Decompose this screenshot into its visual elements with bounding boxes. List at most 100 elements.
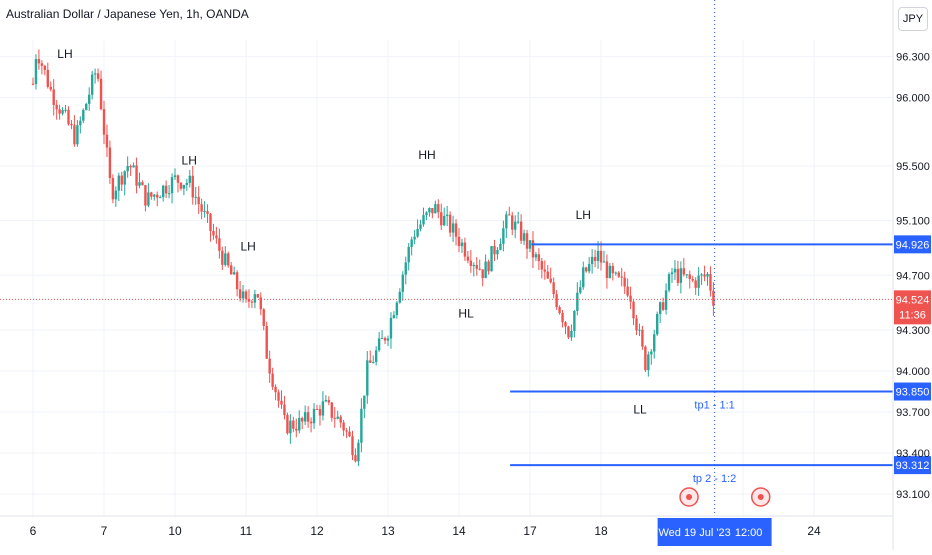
candle-body <box>268 358 271 374</box>
candle-body <box>253 294 257 303</box>
candle-body <box>531 240 535 258</box>
candle-body <box>703 274 706 277</box>
candle-body <box>466 256 470 261</box>
candle-body <box>629 295 632 302</box>
y-tick-label: 93.100 <box>896 489 930 501</box>
candle-body <box>502 228 505 244</box>
candle-body <box>700 274 703 276</box>
candle-body <box>620 276 623 278</box>
candle-body <box>230 265 233 275</box>
x-tick-label: 6 <box>30 524 37 538</box>
y-tick-label: 95.100 <box>896 216 930 228</box>
candle-body <box>34 59 38 84</box>
candle-body <box>93 73 97 75</box>
candle-body <box>709 273 712 291</box>
level-price-tag <box>894 382 931 401</box>
candle-body <box>309 421 313 424</box>
candle-body <box>99 78 103 110</box>
candle-body <box>120 175 123 185</box>
candle-body <box>150 192 153 197</box>
candle-body <box>395 302 399 316</box>
candle-body <box>144 185 147 206</box>
candle-body <box>650 351 653 355</box>
candle-body <box>286 414 289 434</box>
pattern-label: LH <box>57 47 72 61</box>
x-tick-label: 12 <box>310 524 324 538</box>
candle-body <box>638 329 641 331</box>
candle-body <box>188 175 191 183</box>
x-tick-label: 18 <box>594 524 608 538</box>
candle-body <box>522 233 526 241</box>
candle-body <box>301 417 304 422</box>
candle-body <box>419 224 422 229</box>
candle-body <box>585 267 588 272</box>
candle-body <box>443 215 446 226</box>
candle-body <box>164 185 168 194</box>
candle-body <box>232 272 236 275</box>
crosshair-time-tag <box>657 518 772 546</box>
candle-body <box>632 301 635 319</box>
y-tick-label: 93.700 <box>896 407 930 419</box>
candle-body <box>156 194 159 198</box>
candle-body <box>58 109 61 114</box>
candle-body <box>235 272 239 290</box>
candle-body <box>611 265 615 274</box>
event-marker-icon[interactable] <box>751 487 771 507</box>
level-price-label: 93.850 <box>896 387 930 399</box>
candle-body <box>126 165 129 172</box>
candle-body <box>366 360 369 396</box>
candle-body <box>292 420 295 429</box>
annotations: LH LH LH HH HL LH LL <box>57 47 771 507</box>
candle-body <box>602 261 606 263</box>
candle-body <box>481 269 484 279</box>
candle-body <box>596 250 600 261</box>
candle-body <box>79 120 82 126</box>
candle-body <box>469 260 473 266</box>
candle-body <box>422 215 425 225</box>
candle-body <box>514 221 517 230</box>
candle-body <box>573 310 576 331</box>
candle-body <box>661 302 665 310</box>
candle-body <box>312 408 316 424</box>
y-tick-label: 96.300 <box>896 51 930 63</box>
candle-body <box>673 268 677 273</box>
candle-body <box>582 267 585 288</box>
pattern-label: LH <box>182 153 197 167</box>
candle-body <box>117 175 120 191</box>
candle-body <box>224 253 227 265</box>
candle-body <box>558 307 561 314</box>
pattern-label: HL <box>458 307 474 321</box>
candle-body <box>256 294 260 298</box>
candle-body <box>141 182 144 186</box>
candle-body <box>336 416 339 419</box>
candle-body <box>333 417 336 419</box>
x-tick-label: 11 <box>240 524 253 538</box>
candle-body <box>123 171 126 185</box>
candle-body <box>472 264 475 266</box>
candle-body <box>64 109 67 111</box>
candle-body <box>330 402 333 418</box>
candle-body <box>351 436 354 456</box>
x-tick-label: 14 <box>452 524 466 538</box>
candle-body <box>626 286 629 296</box>
event-marker-icon[interactable] <box>679 487 699 507</box>
candle-body <box>386 338 390 341</box>
x-tick-label: 17 <box>523 524 537 538</box>
level-price-label: 94.926 <box>896 239 930 251</box>
candle-body <box>238 289 242 299</box>
candle-body <box>250 301 254 303</box>
candle-body <box>691 278 694 281</box>
candle-body <box>102 109 106 135</box>
candle-body <box>460 242 464 247</box>
candle-body <box>623 277 626 287</box>
candle-body <box>463 242 467 257</box>
crosshair-date: Wed 19 Jul '23 <box>658 527 730 539</box>
candle-body <box>271 373 274 387</box>
candle-body <box>321 401 325 416</box>
currency-button[interactable]: JPY <box>898 7 928 31</box>
candle-body <box>179 182 183 189</box>
candle-body <box>493 246 496 255</box>
